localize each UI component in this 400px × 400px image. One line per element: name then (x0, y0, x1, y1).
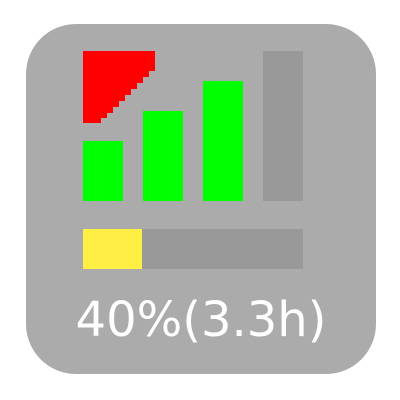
level-bar-track (83, 229, 303, 269)
signal-bar-1 (83, 141, 123, 201)
signal-bar-2 (143, 111, 183, 201)
red-stair-flag-icon (83, 51, 155, 123)
status-text: 40%(3.3h) (75, 292, 327, 348)
signal-bar-3 (203, 81, 243, 201)
signal-bar-4 (263, 51, 303, 201)
level-bar-fill (83, 229, 143, 269)
battery-status-widget: 40%(3.3h) (26, 24, 376, 374)
